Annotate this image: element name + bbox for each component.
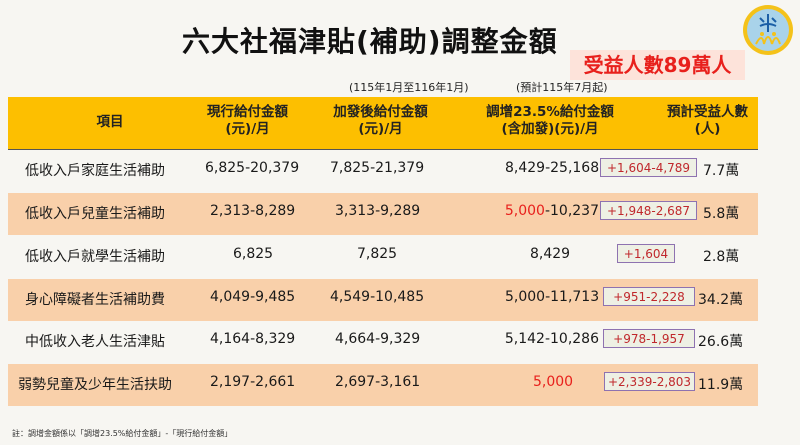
page-title: 六大社福津貼(補助)調整金額 (182, 25, 558, 58)
increase-badge: +978-1,957 (603, 329, 695, 348)
row-current: 6,825 (233, 246, 274, 262)
row-item: 低收入戶兒童生活補助 (25, 206, 165, 222)
header-item: 項目 (96, 114, 124, 130)
row-after-bonus: 4,549-10,485 (330, 289, 425, 305)
row-current: 4,049-9,485 (210, 289, 296, 305)
period-note-bonus: (115年1月至116年1月) (349, 81, 469, 94)
row-item: 身心障礙者生活補助費 (25, 292, 165, 308)
row-after-bonus: 4,664-9,329 (335, 331, 421, 347)
footnote: 註：調增金額係以「調增23.5%給付金額」-「現行給付金額」 (12, 429, 233, 438)
row-after-bonus: 2,697-3,161 (335, 374, 421, 390)
row-beneficiaries: 11.9萬 (698, 377, 744, 393)
header-beneficiaries: 預計受益人數 (人) (667, 104, 748, 137)
row-item: 中低收入老人生活津貼 (25, 334, 165, 350)
row-beneficiaries: 5.8萬 (703, 206, 740, 222)
row-item: 弱勢兒童及少年生活扶助 (18, 377, 172, 393)
beneficiary-total-banner: 受益人數89萬人 (570, 50, 745, 80)
row-item: 低收入戶家庭生活補助 (25, 163, 165, 179)
row-adjusted: 5,142-10,286 (504, 331, 599, 347)
increase-badge: +1,948-2,687 (600, 201, 697, 220)
row-current: 4,164-8,329 (210, 331, 296, 347)
header-current-amount: 現行給付金額 (元)/月 (207, 104, 288, 137)
row-beneficiaries: 7.7萬 (703, 163, 740, 179)
increase-badge: +1,604-4,789 (600, 158, 697, 177)
increase-badge: +1,604 (617, 244, 675, 263)
row-adjusted: 5,000-11,713 (505, 289, 600, 305)
header-after-bonus-amount: 加發後給付金額 (元)/月 (333, 104, 428, 137)
header-adjusted-amount: 調增23.5%給付金額 (含加發)(元)/月 (486, 104, 614, 137)
row-after-bonus: 3,313-9,289 (335, 203, 421, 219)
row-current: 2,197-2,661 (210, 374, 296, 390)
row-beneficiaries: 2.8萬 (703, 249, 740, 265)
ministry-logo-icon (743, 5, 793, 55)
row-beneficiaries: 26.6萬 (698, 334, 744, 350)
row-adjusted: 8,429-25,168 (505, 160, 600, 176)
table-header (8, 97, 379, 150)
row-item: 低收入戶就學生活補助 (25, 249, 165, 265)
row-current: 6,825-20,379 (205, 160, 300, 176)
period-note-adjusted: (預計115年7月起) (516, 81, 608, 94)
row-adjusted: 5,000 (533, 374, 574, 390)
increase-badge: +2,339-2,803 (604, 372, 695, 391)
row-beneficiaries: 34.2萬 (698, 292, 744, 308)
row-current: 2,313-8,289 (210, 203, 296, 219)
increase-badge: +951-2,228 (603, 287, 695, 306)
table-header-right (379, 97, 758, 150)
row-adjusted: 5,000-10,237 (504, 203, 599, 219)
row-after-bonus: 7,825-21,379 (330, 160, 425, 176)
row-after-bonus: 7,825 (357, 246, 398, 262)
row-adjusted: 8,429 (530, 246, 571, 262)
